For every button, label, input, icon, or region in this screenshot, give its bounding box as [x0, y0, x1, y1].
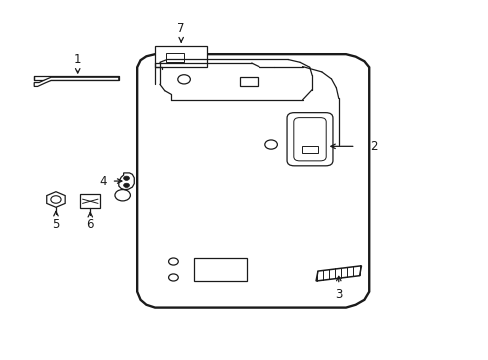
Polygon shape [315, 266, 361, 281]
Polygon shape [137, 54, 368, 307]
FancyBboxPatch shape [286, 113, 332, 166]
Text: 2: 2 [369, 140, 377, 153]
Circle shape [123, 183, 129, 188]
Polygon shape [34, 76, 119, 80]
FancyBboxPatch shape [80, 194, 100, 208]
Polygon shape [47, 192, 65, 207]
Text: 3: 3 [334, 288, 342, 301]
Polygon shape [34, 76, 119, 86]
Text: 1: 1 [74, 53, 81, 66]
Text: 7: 7 [177, 22, 184, 35]
FancyBboxPatch shape [239, 77, 258, 86]
FancyBboxPatch shape [301, 145, 317, 153]
Polygon shape [119, 173, 134, 190]
FancyBboxPatch shape [155, 46, 207, 67]
Text: 4: 4 [99, 175, 106, 188]
Text: 5: 5 [52, 218, 60, 231]
Text: 6: 6 [86, 218, 94, 231]
Circle shape [123, 176, 129, 180]
